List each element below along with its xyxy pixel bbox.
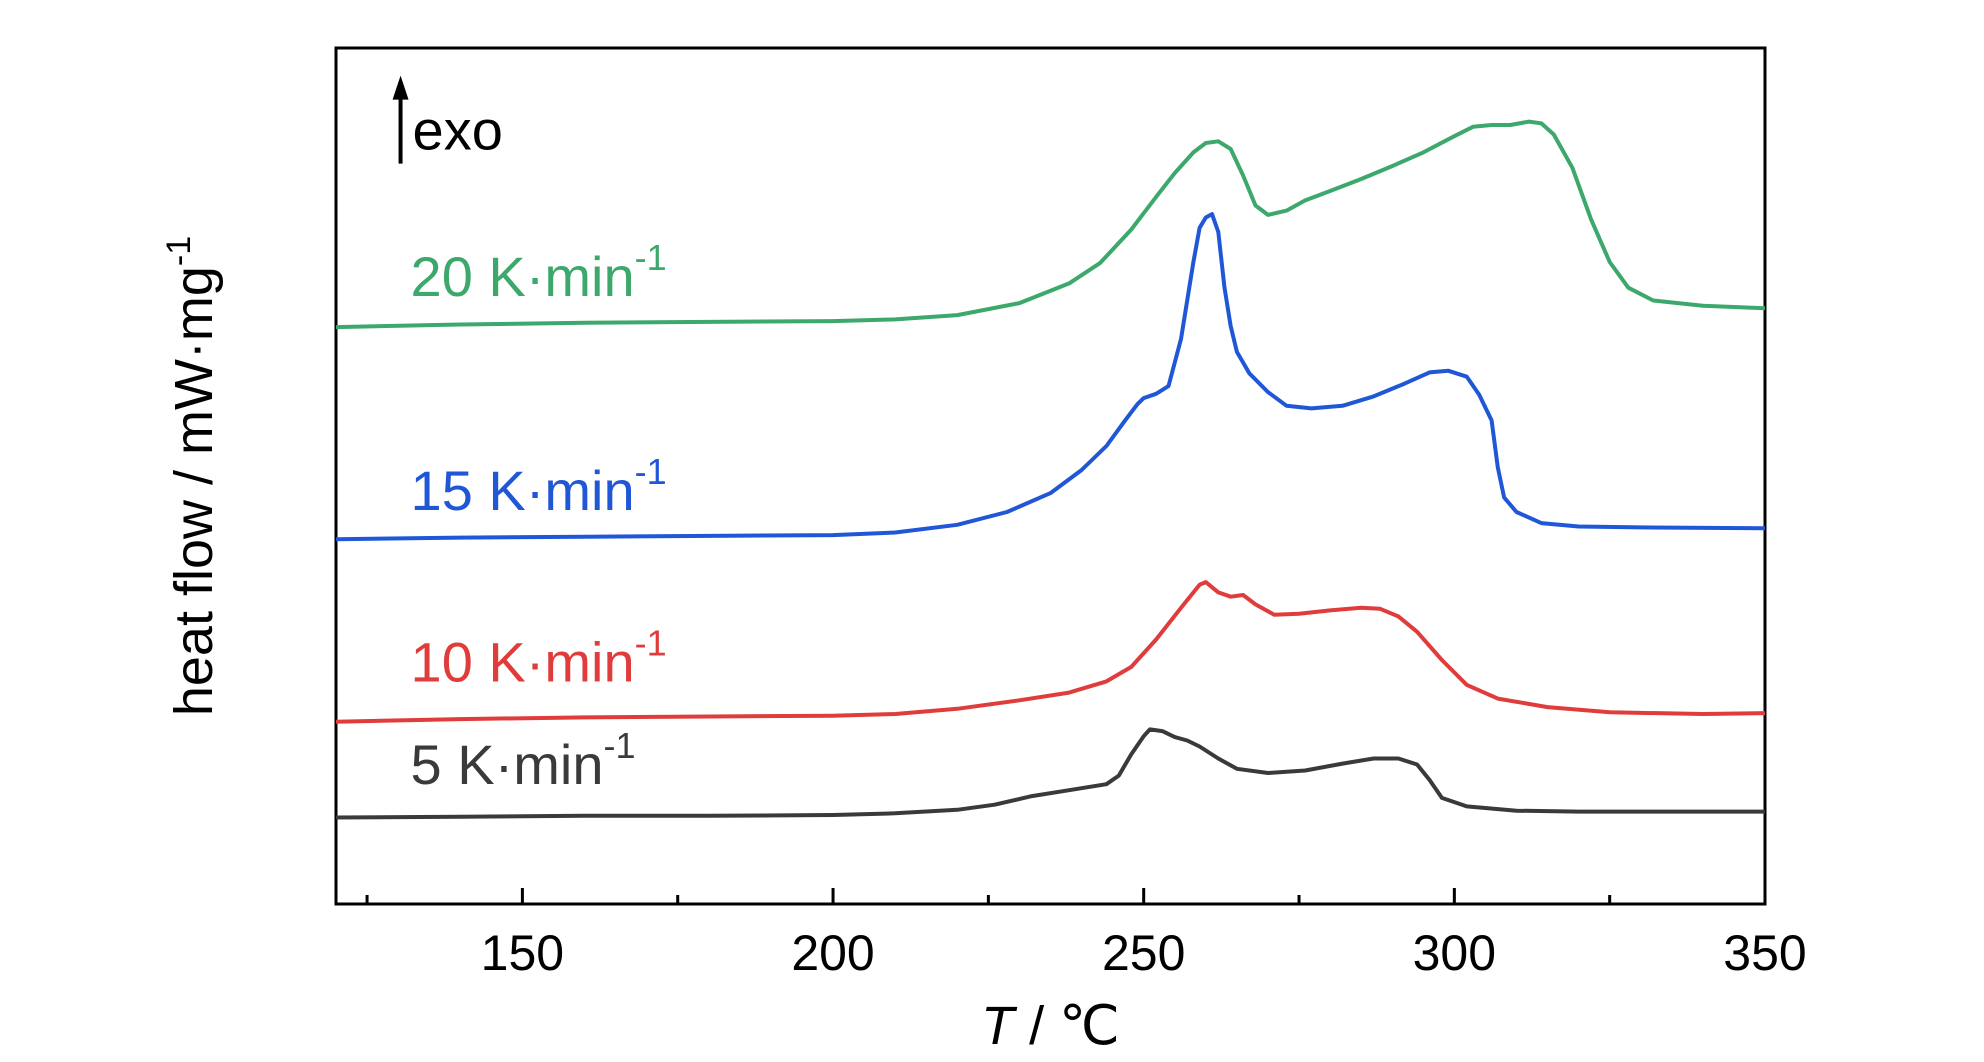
series-label-sup: -1 [635, 622, 667, 663]
exo-annotation: exo [392, 75, 503, 164]
series-line [335, 212, 1766, 542]
series-label-sup: -1 [635, 237, 667, 278]
series-line [335, 727, 1765, 820]
x-axis-ticks: 150 200 250 300 350 [365, 888, 1807, 981]
series-label: 15 K·min-1 [411, 451, 667, 522]
x-tick-label: 200 [791, 925, 874, 981]
series-label-sup: -1 [603, 725, 635, 766]
x-tick-label: 300 [1413, 925, 1496, 981]
x-tick-label: 350 [1723, 925, 1806, 981]
exo-arrowhead-icon [392, 75, 409, 100]
series-layer [335, 119, 1766, 820]
y-axis-title: heat flow / mW·mg-1 [160, 236, 224, 716]
x-axis-unit: ℃ [1059, 996, 1120, 1056]
series-label-text: 10 K·min [411, 630, 635, 693]
series-label: 20 K·min-1 [411, 237, 667, 308]
series-label: 5 K·min-1 [411, 725, 636, 796]
x-tick-label: 250 [1102, 925, 1185, 981]
series-label: 10 K·min-1 [411, 622, 667, 693]
y-axis-title-text: heat flow / mW·mg [164, 266, 224, 716]
series-label-text: 20 K·min [411, 245, 635, 308]
series-line [335, 580, 1766, 724]
x-axis-title: T / ℃ [981, 996, 1120, 1056]
series-label-text: 15 K·min [411, 459, 635, 522]
series-labels: 20 K·min-115 K·min-110 K·min-15 K·min-1 [411, 237, 667, 796]
plot-frame [334, 46, 1767, 906]
exo-label: exo [413, 99, 503, 162]
x-tick-label: 150 [481, 925, 564, 981]
series-label-sup: -1 [635, 451, 667, 492]
y-axis-title-sup: -1 [160, 236, 198, 266]
x-axis-variable: T [981, 996, 1018, 1056]
series-label-text: 5 K·min [411, 733, 604, 796]
x-axis-separator: / [1014, 996, 1059, 1056]
series-line [335, 119, 1766, 330]
